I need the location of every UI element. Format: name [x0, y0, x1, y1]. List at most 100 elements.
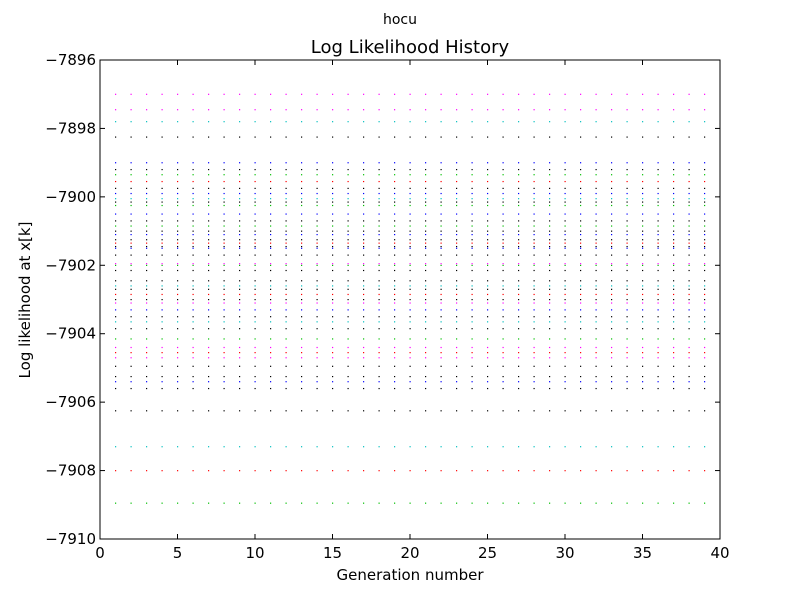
data-point: [285, 410, 287, 412]
data-point: [688, 168, 690, 171]
data-point: [332, 263, 334, 265]
data-point: [378, 204, 380, 207]
data-point: [161, 213, 163, 215]
data-point: [688, 470, 690, 472]
data-point: [177, 338, 179, 340]
data-point: [409, 136, 411, 138]
data-point: [518, 410, 520, 412]
data-point: [456, 263, 458, 265]
data-point: [301, 375, 303, 378]
data-point: [378, 263, 380, 265]
data-point: [363, 93, 365, 95]
data-point: [192, 375, 194, 378]
data-point: [394, 242, 396, 244]
data-point: [192, 220, 194, 222]
data-point: [239, 93, 241, 95]
data-point: [642, 346, 644, 349]
data-point: [378, 387, 380, 390]
data-point: [192, 174, 194, 176]
data-point: [301, 254, 303, 256]
data-point: [347, 213, 349, 215]
data-point: [704, 242, 706, 244]
data-point: [471, 109, 473, 111]
data-point: [409, 321, 411, 323]
data-point: [239, 187, 241, 190]
data-point: [704, 346, 706, 349]
data-point: [611, 321, 613, 323]
data-point: [440, 93, 442, 95]
data-point: [595, 220, 597, 222]
data-point: [688, 233, 690, 236]
data-point: [161, 299, 163, 301]
data-point: [192, 357, 194, 359]
data-point: [394, 168, 396, 171]
data-point: [502, 230, 504, 232]
data-point: [456, 242, 458, 244]
data-point: [440, 264, 442, 266]
data-point: [657, 352, 659, 354]
data-point: [208, 316, 210, 318]
data-point: [595, 309, 597, 311]
data-point: [394, 198, 396, 200]
data-point: [704, 230, 706, 232]
data-point: [409, 254, 411, 256]
data-point: [611, 269, 613, 272]
data-point: [471, 254, 473, 256]
data-point: [347, 357, 349, 359]
data-point: [130, 357, 132, 359]
data-point: [316, 316, 318, 318]
data-point: [657, 410, 659, 412]
data-point: [363, 264, 365, 266]
data-point: [161, 136, 163, 138]
data-point: [580, 220, 582, 222]
data-point: [642, 242, 644, 244]
data-point: [456, 381, 458, 383]
data-point: [363, 410, 365, 412]
data-point: [487, 180, 489, 183]
data-point: [518, 470, 520, 472]
data-point: [595, 352, 597, 354]
data-point: [378, 233, 380, 236]
data-point: [564, 338, 566, 340]
data-point: [363, 121, 365, 123]
data-point: [332, 470, 334, 472]
data-point: [285, 201, 287, 203]
data-point: [611, 299, 613, 301]
data-point: [161, 239, 163, 241]
data-point: [115, 233, 117, 236]
series-1: [115, 121, 706, 448]
data-point: [254, 365, 256, 367]
data-point: [270, 264, 272, 266]
y-tick-label: −7906: [45, 393, 96, 411]
data-point: [611, 288, 613, 290]
data-point: [115, 293, 117, 296]
data-point: [177, 285, 179, 287]
data-point: [254, 242, 256, 244]
data-point: [518, 446, 520, 448]
data-point: [332, 264, 334, 266]
data-point: [285, 242, 287, 244]
data-point: [394, 187, 396, 190]
data-point: [130, 136, 132, 138]
data-point: [502, 357, 504, 359]
data-point: [208, 338, 210, 340]
data-point: [487, 375, 489, 378]
data-point: [564, 254, 566, 256]
data-point: [564, 136, 566, 138]
data-point: [254, 381, 256, 383]
data-point: [208, 254, 210, 256]
data-point: [673, 357, 675, 359]
data-point: [223, 233, 225, 236]
data-point: [642, 198, 644, 200]
data-point: [115, 302, 117, 304]
data-point: [704, 247, 706, 249]
data-point: [301, 162, 303, 164]
data-point: [595, 247, 597, 249]
data-point: [270, 233, 272, 236]
data-point: [332, 288, 334, 290]
data-point: [254, 174, 256, 176]
data-point: [316, 280, 318, 282]
data-point: [394, 309, 396, 311]
data-point: [580, 352, 582, 354]
y-tick-label: −7900: [45, 188, 96, 206]
